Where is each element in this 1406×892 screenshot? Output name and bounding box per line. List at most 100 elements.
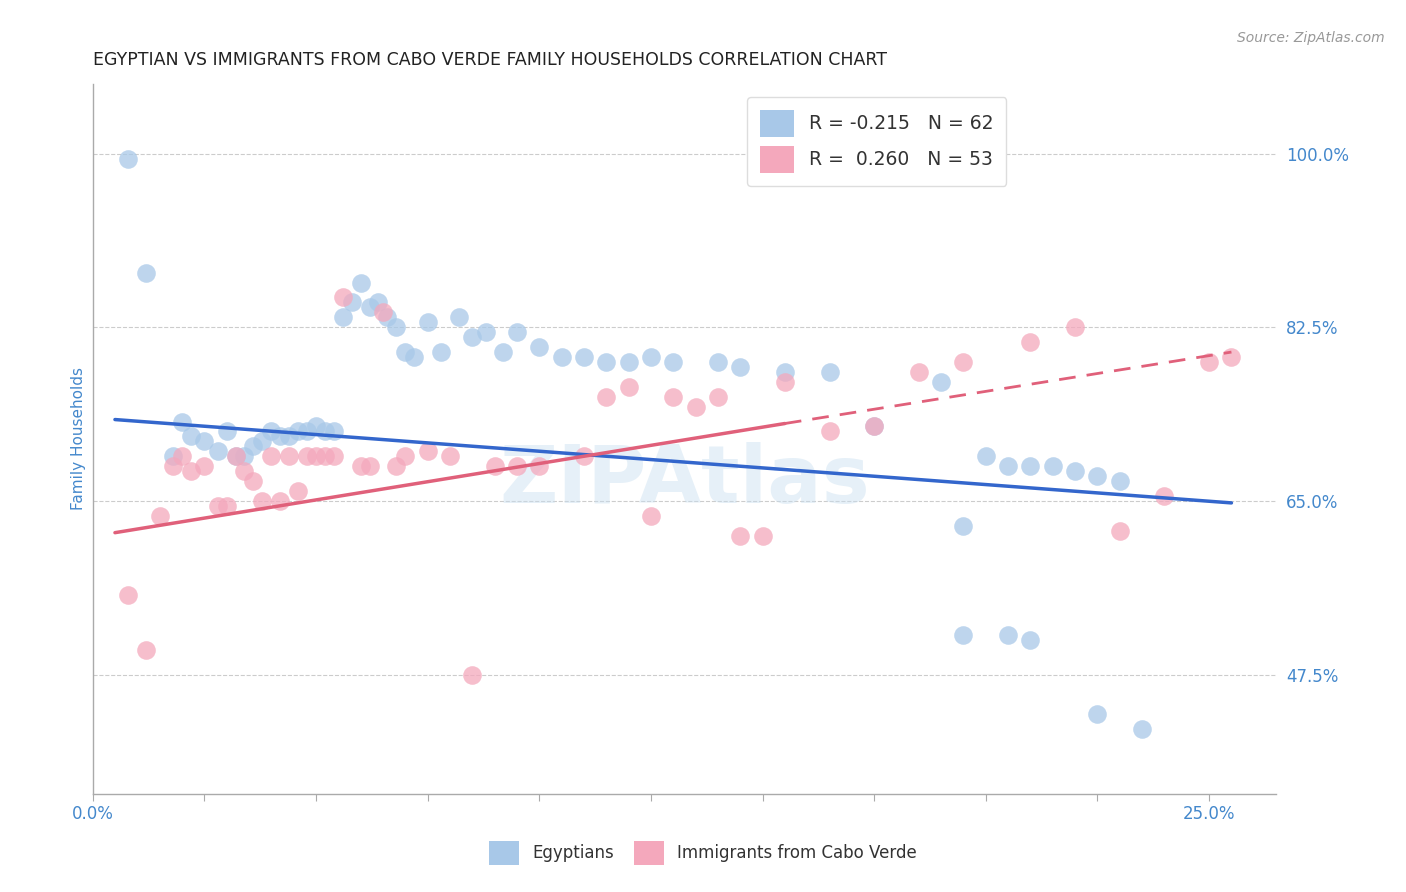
Point [640, 508, 662, 523]
Point [117, 588, 139, 602]
Point [207, 499, 229, 513]
Point [952, 355, 974, 369]
Point [371, 305, 394, 319]
Y-axis label: Family Households: Family Households [72, 368, 86, 510]
Point [314, 425, 336, 439]
Point [773, 375, 796, 389]
Point [193, 459, 215, 474]
Point [617, 355, 640, 369]
Point [295, 450, 318, 464]
Point [1108, 474, 1130, 488]
Point [269, 429, 291, 443]
Point [997, 459, 1019, 474]
Point [215, 425, 238, 439]
Legend: Egyptians, Immigrants from Cabo Verde: Egyptians, Immigrants from Cabo Verde [479, 831, 927, 875]
Point [385, 320, 408, 334]
Point [1220, 350, 1243, 364]
Text: ZIPAtlas: ZIPAtlas [499, 442, 870, 520]
Point [728, 359, 751, 374]
Point [295, 425, 318, 439]
Point [863, 419, 886, 434]
Point [1019, 459, 1042, 474]
Point [1087, 469, 1109, 483]
Point [863, 419, 886, 434]
Point [385, 459, 408, 474]
Point [506, 325, 529, 339]
Point [162, 459, 184, 474]
Point [929, 375, 952, 389]
Point [818, 365, 841, 379]
Point [685, 400, 707, 414]
Point [332, 291, 354, 305]
Point [242, 474, 264, 488]
Point [640, 350, 662, 364]
Point [180, 429, 202, 443]
Point [529, 340, 551, 354]
Point [952, 518, 974, 533]
Point [447, 310, 470, 325]
Point [359, 459, 381, 474]
Point [394, 450, 416, 464]
Point [135, 266, 157, 280]
Point [908, 365, 931, 379]
Point [1042, 459, 1064, 474]
Point [193, 434, 215, 449]
Point [1087, 707, 1109, 722]
Point [461, 330, 484, 344]
Point [377, 310, 399, 325]
Point [135, 642, 157, 657]
Point [180, 464, 202, 478]
Point [550, 350, 572, 364]
Point [416, 444, 439, 458]
Point [728, 529, 751, 543]
Point [359, 301, 381, 315]
Point [260, 450, 283, 464]
Point [305, 419, 328, 434]
Point [314, 450, 336, 464]
Point [404, 350, 426, 364]
Point [1108, 524, 1130, 538]
Point [207, 444, 229, 458]
Point [349, 459, 371, 474]
Legend: R = -0.215   N = 62, R =  0.260   N = 53: R = -0.215 N = 62, R = 0.260 N = 53 [747, 97, 1007, 186]
Point [233, 464, 256, 478]
Point [484, 459, 506, 474]
Point [170, 450, 193, 464]
Point [170, 415, 193, 429]
Point [305, 450, 328, 464]
Point [252, 494, 274, 508]
Point [225, 450, 247, 464]
Point [707, 390, 730, 404]
Point [707, 355, 730, 369]
Point [529, 459, 551, 474]
Point [252, 434, 274, 449]
Point [751, 529, 773, 543]
Point [439, 450, 461, 464]
Point [287, 483, 309, 498]
Point [278, 429, 301, 443]
Point [1019, 632, 1042, 647]
Point [1130, 722, 1153, 736]
Point [1064, 320, 1087, 334]
Point [430, 345, 453, 359]
Point [997, 628, 1019, 642]
Point [595, 390, 617, 404]
Point [367, 295, 389, 310]
Point [662, 390, 685, 404]
Point [233, 450, 256, 464]
Point [149, 508, 172, 523]
Point [416, 315, 439, 329]
Point [349, 276, 371, 290]
Point [492, 345, 515, 359]
Point [1064, 464, 1087, 478]
Point [287, 425, 309, 439]
Point [572, 450, 595, 464]
Point [461, 667, 484, 681]
Point [572, 350, 595, 364]
Point [260, 425, 283, 439]
Point [269, 494, 291, 508]
Point [1153, 489, 1175, 503]
Point [340, 295, 363, 310]
Point [773, 365, 796, 379]
Point [617, 380, 640, 394]
